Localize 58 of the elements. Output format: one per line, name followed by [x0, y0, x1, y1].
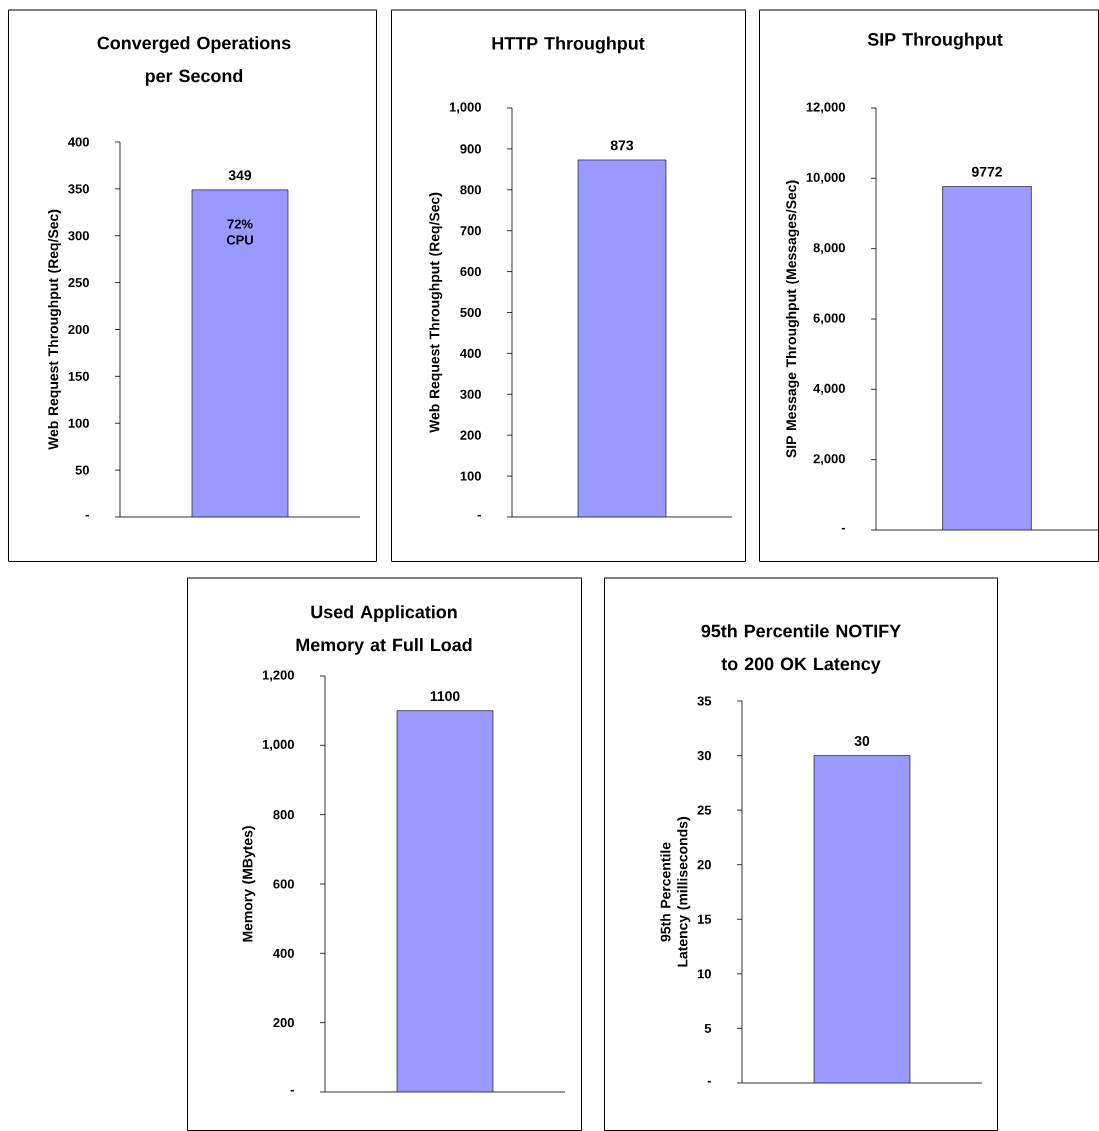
y-tick-label: 900	[460, 144, 481, 154]
y-tick-label: 300	[68, 231, 89, 241]
y-tick-label: 8,000	[813, 243, 845, 255]
y-tick-label: 150	[68, 371, 89, 381]
y-tick-label: -	[85, 514, 89, 517]
y-tick-label: -	[707, 1080, 711, 1083]
y-tick-label: 600	[273, 879, 294, 889]
annotation: 72% CPU	[226, 219, 253, 245]
y-tick-label: -	[290, 1089, 294, 1092]
y-tick-label: -	[477, 514, 481, 517]
y-tick-label: 1,000	[262, 739, 294, 751]
y-tick-label: 300	[460, 389, 481, 399]
y-tick-label: 10	[697, 969, 711, 979]
y-tick-label: 400	[273, 948, 294, 958]
y-tick-label: 1,000	[449, 102, 481, 114]
y-tick-label: 800	[460, 185, 481, 195]
y-tick-label: 600	[460, 267, 481, 277]
y-tick-label: 15	[697, 914, 712, 924]
y-tick-label: -	[841, 527, 845, 530]
y-tick-label: 400	[68, 137, 89, 147]
y-axis-title: Memory (MBytes)	[242, 826, 256, 942]
y-tick-label: 100	[460, 471, 481, 481]
chart-title: HTTP Throughput	[492, 36, 645, 54]
y-tick-label: 5	[704, 1023, 712, 1033]
y-tick-label: 12,000	[806, 102, 845, 114]
y-tick-label: 100	[68, 418, 89, 428]
chart-title: Converged Operations per Second	[97, 36, 291, 86]
data-label: 1100	[430, 691, 460, 702]
y-tick-label: 1,200	[262, 670, 294, 682]
y-tick-label: 20	[697, 860, 711, 870]
data-label: 873	[610, 140, 634, 151]
y-tick-label: 800	[273, 810, 294, 820]
y-tick-label: 700	[460, 226, 481, 236]
y-tick-label: 50	[75, 465, 89, 475]
y-axis-title: Web Request Throughput (Req/Sec)	[429, 192, 443, 433]
y-tick-label: 35	[697, 696, 712, 706]
y-tick-label: 250	[68, 278, 89, 288]
y-axis-title: Web Request Throughput (Req/Sec)	[47, 209, 62, 450]
chart-title: Used Application Memory at Full Load	[296, 605, 472, 655]
y-tick-label: 350	[68, 184, 89, 194]
y-tick-label: 30	[697, 750, 711, 761]
y-tick-label: 400	[460, 348, 481, 358]
y-tick-label: 6,000	[813, 313, 845, 325]
y-tick-label: 200	[68, 324, 89, 335]
y-tick-label: 500	[460, 307, 481, 318]
data-label: 9772	[971, 166, 1002, 177]
chart-title: 95th Percentile NOTIFY to 200 OK Latency	[701, 624, 901, 674]
chart-title: SIP Throughput	[867, 32, 1003, 50]
y-axis-title: 95th Percentile Latency (milliseconds)	[660, 817, 691, 967]
y-tick-label: 4,000	[813, 383, 845, 395]
y-axis-title: SIP Message Throughput (Messages/Sec)	[785, 180, 800, 458]
data-label: 30	[854, 736, 870, 746]
y-tick-label: 200	[273, 1018, 294, 1028]
y-tick-label: 25	[697, 805, 712, 815]
y-tick-label: 10,000	[806, 172, 845, 184]
y-tick-label: 2,000	[813, 454, 845, 466]
data-label: 349	[228, 170, 252, 181]
y-tick-label: 200	[460, 430, 481, 440]
